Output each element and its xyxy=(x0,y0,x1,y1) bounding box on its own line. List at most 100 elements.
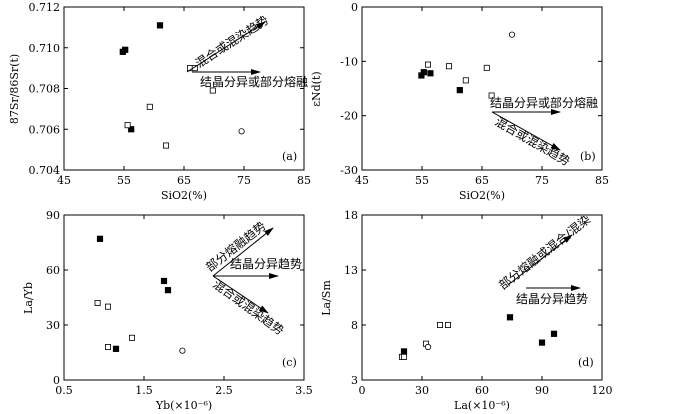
points-a xyxy=(119,22,245,149)
x-tick-label: 60 xyxy=(475,384,489,397)
data-point-open-square xyxy=(424,61,431,68)
y-axis-label-a: 87Sr/86Sr(t) xyxy=(8,54,21,124)
data-point-open-square xyxy=(105,343,112,350)
x-tick-label: 45 xyxy=(57,174,71,187)
x-axis-label-c: Yb(×10⁻⁶) xyxy=(155,399,212,412)
x-tick-label: 85 xyxy=(297,174,311,187)
y-tick-label: -30 xyxy=(340,164,358,177)
trend-arrow-a-mixing xyxy=(186,21,266,73)
annotation-c-fractionation: 结晶分异趋势 xyxy=(230,257,302,271)
data-point-open-square xyxy=(94,299,101,306)
data-point-open-square xyxy=(128,334,135,341)
y-axis-label-c: La/Yb xyxy=(22,282,35,314)
annotation-d-melting: 部分熔融或混合/混染 xyxy=(496,212,594,293)
y-ticks-b: -30 -20 -10 0 xyxy=(340,1,602,177)
y-tick-label: 0.706 xyxy=(29,123,61,136)
x-tick-label: 75 xyxy=(535,174,549,187)
points-b xyxy=(418,31,516,99)
trend-arrow-c-mixing xyxy=(212,275,269,314)
data-point-filled-square xyxy=(506,314,514,321)
panel-label-c: (c) xyxy=(282,356,297,369)
x-tick-label: 55 xyxy=(415,174,429,187)
data-point-filled-square xyxy=(400,348,408,355)
y-tick-label: 30 xyxy=(46,319,60,332)
plot-frame-b xyxy=(361,6,603,171)
x-tick-label: 90 xyxy=(535,384,549,397)
data-point-open-square xyxy=(488,92,495,99)
x-tick-label: 75 xyxy=(237,174,251,187)
data-point-open-square xyxy=(162,142,169,149)
data-point-open-square xyxy=(105,303,112,310)
x-tick-label: 30 xyxy=(415,384,429,397)
y-axis-label-d: La/Sm xyxy=(320,280,333,316)
x-tick-label: 65 xyxy=(177,174,191,187)
x-axis-label-b: SiO2(%) xyxy=(459,189,505,202)
data-point-filled-square xyxy=(164,287,172,294)
points-d xyxy=(398,314,558,360)
points-c xyxy=(94,235,186,354)
data-point-filled-square xyxy=(160,277,168,285)
data-point-filled-square xyxy=(427,70,434,77)
x-tick-label: 0 xyxy=(359,384,366,397)
x-tick-label: 0.5 xyxy=(55,384,73,397)
x-tick-label: 3.5 xyxy=(295,384,313,397)
y-ticks-d: 3 8 13 18 xyxy=(344,209,602,387)
y-tick-label: 3 xyxy=(351,374,358,387)
x-ticks-d: 0 30 60 90 120 xyxy=(359,215,613,397)
y-tick-label: 0.712 xyxy=(29,1,61,14)
annotation-b-fractionation: 结晶分异或部分熔融 xyxy=(490,95,598,110)
panel-label-a: (a) xyxy=(282,150,297,163)
annotation-a-mixing: 混合或混染趋势 xyxy=(192,12,271,70)
x-ticks-c: 0.5 1.5 2.5 3.5 xyxy=(55,215,313,397)
y-tick-label: 8 xyxy=(351,319,358,332)
data-point-open-circle xyxy=(424,343,432,351)
annotation-d-fractionation: 结晶分异趋势 xyxy=(516,292,588,306)
data-point-open-circle xyxy=(238,128,245,135)
panel-a: 45 55 65 75 85 0.704 0.706 0.708 0.710 0.712 SiO… xyxy=(8,1,311,202)
data-point-open-square xyxy=(146,103,153,110)
data-point-open-square xyxy=(124,122,131,129)
data-point-open-square xyxy=(436,321,443,328)
data-point-filled-square xyxy=(156,22,164,29)
x-tick-label: 1.5 xyxy=(135,384,153,397)
data-point-open-square xyxy=(483,64,490,71)
x-tick-label: 45 xyxy=(355,174,369,187)
y-tick-label: 90 xyxy=(46,209,60,222)
data-point-open-square xyxy=(400,353,407,360)
y-axis-label-b: εNd(t) xyxy=(310,71,323,106)
data-point-filled-square xyxy=(122,46,129,53)
y-ticks-c: 0 30 60 90 xyxy=(46,209,304,387)
data-point-filled-square xyxy=(538,339,546,346)
x-tick-label: 65 xyxy=(475,174,489,187)
data-point-filled-square xyxy=(420,69,427,76)
y-ticks-a: 0.704 0.706 0.708 0.710 0.712 xyxy=(29,1,304,177)
x-tick-label: 120 xyxy=(592,384,613,397)
data-point-open-square xyxy=(462,77,469,84)
y-tick-label: 0.710 xyxy=(29,42,61,55)
y-tick-label: 13 xyxy=(344,264,358,277)
x-ticks-b: 45 55 65 75 85 xyxy=(355,7,609,187)
x-axis-label-a: SiO2(%) xyxy=(161,189,207,202)
y-tick-label: 0 xyxy=(53,374,60,387)
data-point-filled-square xyxy=(96,235,104,242)
data-point-open-circle xyxy=(508,31,516,38)
x-axis-label-d: La(×10⁻⁶) xyxy=(454,399,510,412)
panel-d: 0 30 60 90 120 3 8 13 18 La(×10⁻⁶) La/Sm (d) 部分… xyxy=(320,209,613,412)
y-tick-label: -20 xyxy=(340,110,358,123)
y-tick-label: -10 xyxy=(340,55,358,68)
annotation-c-mixing: 混合或混染趋势 xyxy=(210,276,287,338)
data-point-filled-square xyxy=(112,345,120,352)
panel-label-d: (d) xyxy=(578,356,594,369)
y-tick-label: 0.708 xyxy=(29,83,61,96)
y-tick-label: 60 xyxy=(46,264,60,277)
y-tick-label: 18 xyxy=(344,209,358,222)
panel-c: 0.5 1.5 2.5 3.5 0 30 60 90 Yb(×10⁻⁶) La/Yb (c)… xyxy=(22,209,313,412)
data-point-filled-square xyxy=(550,330,558,337)
data-point-open-square xyxy=(445,63,452,70)
data-point-open-square xyxy=(209,87,216,94)
x-tick-label: 85 xyxy=(595,174,609,187)
data-point-open-square xyxy=(444,321,451,328)
trend-arrow-d-melting xyxy=(507,234,573,286)
data-point-open-circle xyxy=(179,347,186,354)
